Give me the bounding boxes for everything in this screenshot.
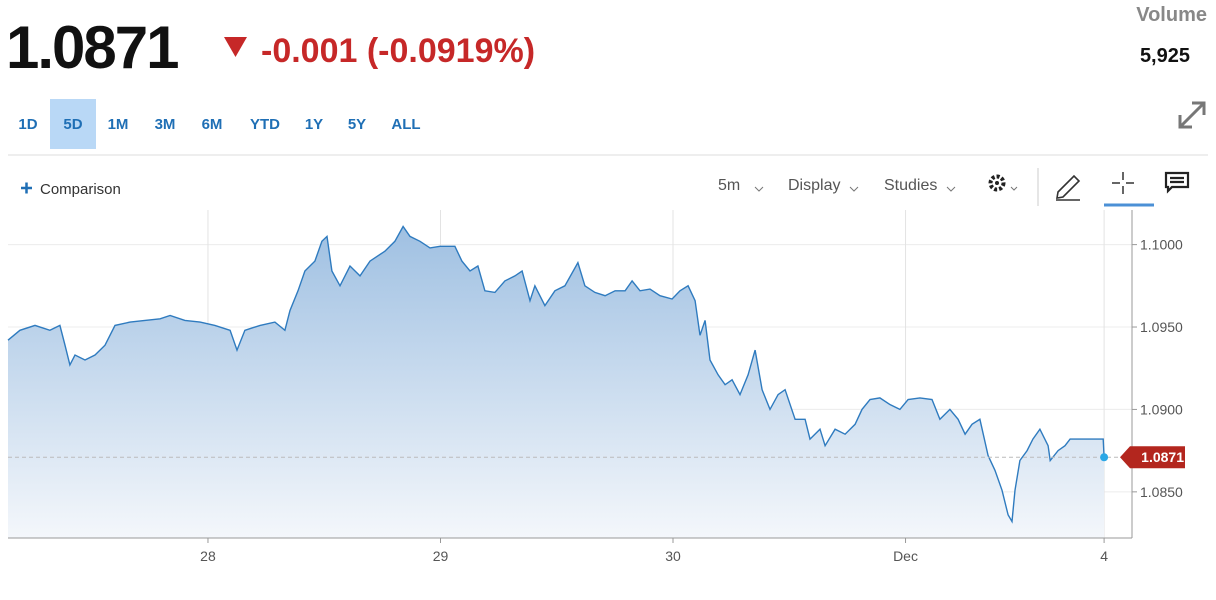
range-buttons: 1D 5D 1M 3M 6M YTD 1Y 5Y ALL xyxy=(18,99,421,149)
change-pct: (-0.0919%) xyxy=(367,32,535,70)
chevron xyxy=(754,186,764,192)
chevron xyxy=(1010,186,1018,191)
x-tick-label: Dec xyxy=(893,548,918,564)
change-abs: -0.001 xyxy=(261,32,357,70)
gear-icon xyxy=(988,174,1006,192)
interval-button[interactable]: 5m xyxy=(718,177,740,194)
expand-glyph xyxy=(1178,101,1206,129)
down-arrow xyxy=(224,37,247,57)
range-button[interactable]: ALL xyxy=(391,116,420,133)
toolbar: Comparison 5m Display Studies xyxy=(21,168,1190,207)
line xyxy=(7,225,1105,524)
y-tick-label: 1.0900 xyxy=(1140,401,1183,417)
range-button[interactable]: 6M xyxy=(202,116,223,133)
range-button[interactable]: 1Y xyxy=(305,116,323,133)
range-button[interactable]: 5Y xyxy=(348,116,366,133)
range-button[interactable]: 1M xyxy=(108,116,129,133)
last-point xyxy=(1100,453,1109,462)
y-tick-label: 1.0950 xyxy=(1140,319,1183,335)
price: 1.0871 xyxy=(6,14,178,81)
chevron xyxy=(849,186,859,192)
range-button[interactable]: 5D xyxy=(63,116,82,133)
area xyxy=(8,226,1105,538)
volume: 5,925 xyxy=(1140,45,1190,67)
plot: 1.0850 1.0900 1.0950 1.1000 28 29 30 Dec 4 1.0871 xyxy=(7,210,1185,564)
comment-button[interactable] xyxy=(1164,171,1190,194)
range-button[interactable]: YTD xyxy=(250,116,280,133)
y-tick-label: 1.1000 xyxy=(1140,237,1183,253)
price-tag-label: 1.0871 xyxy=(1141,449,1184,465)
plus-icon xyxy=(21,182,32,194)
y-tick-label: 1.0850 xyxy=(1140,484,1183,500)
range-selected-bg xyxy=(50,99,96,149)
price-tag xyxy=(1120,446,1185,469)
x-tick-label: 29 xyxy=(433,548,449,564)
draw-button[interactable] xyxy=(1056,174,1081,199)
x-tick-label: 28 xyxy=(200,548,216,564)
expand-icon[interactable] xyxy=(1178,101,1206,129)
studies-button[interactable]: Studies xyxy=(884,177,937,194)
range-button[interactable]: 1D xyxy=(18,116,37,133)
crosshair-button[interactable] xyxy=(1112,172,1134,194)
settings-button[interactable] xyxy=(988,174,1018,192)
chevron xyxy=(946,186,956,192)
volume-label: Volume xyxy=(1136,4,1207,26)
comparison-button[interactable]: Comparison xyxy=(40,181,121,198)
change: -0.001 (-0.0919%) xyxy=(261,32,535,70)
x-tick-label: 30 xyxy=(665,548,681,564)
display-button[interactable]: Display xyxy=(788,177,840,194)
range-button[interactable]: 3M xyxy=(155,116,176,133)
gear-hub xyxy=(995,181,999,185)
x-tick-label: 4 xyxy=(1100,548,1108,564)
